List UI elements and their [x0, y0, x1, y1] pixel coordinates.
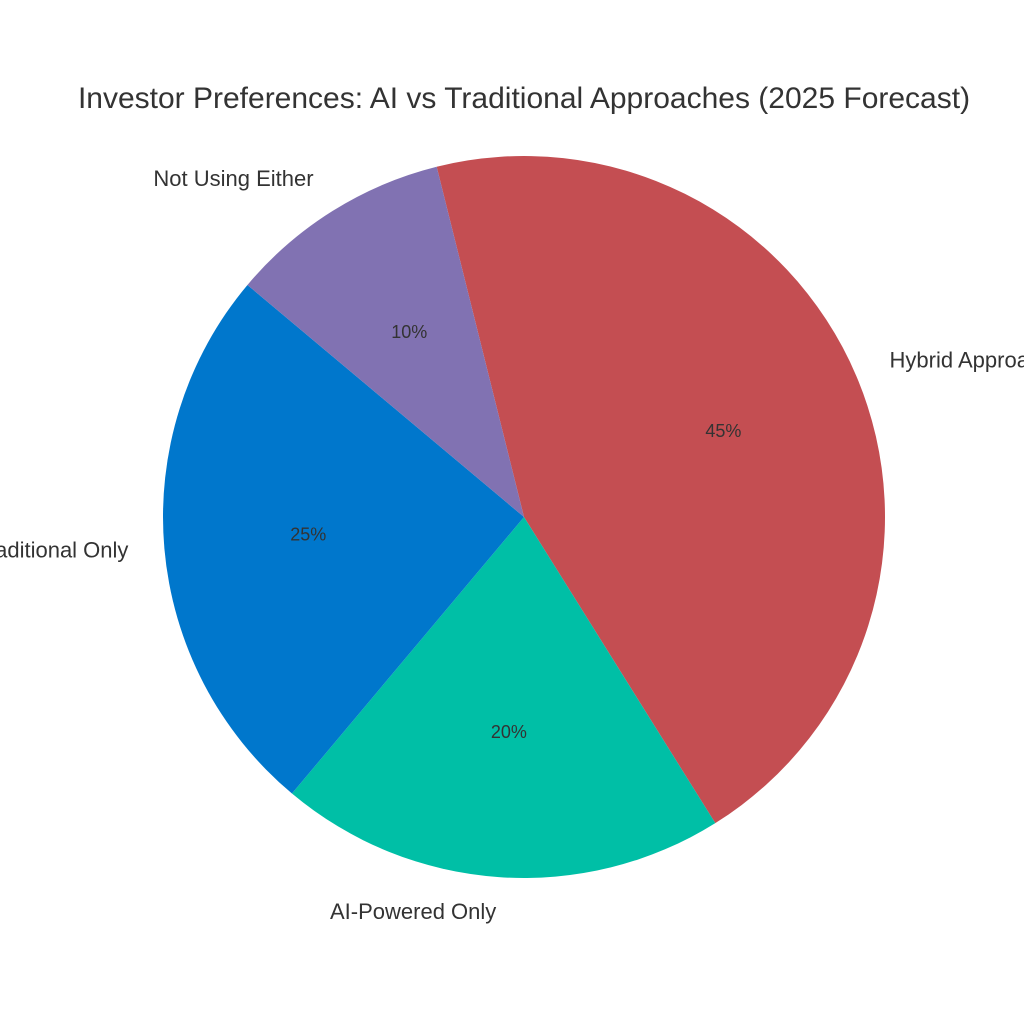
value-label: 25%: [290, 525, 326, 545]
pie-slice: [162, 284, 524, 794]
value-label: 45%: [705, 421, 741, 441]
slice-label: Hybrid Approach: [890, 348, 1024, 373]
slice-label: Traditional Only: [0, 537, 128, 562]
slice-label: AI-Powered Only: [330, 899, 496, 924]
pie-slice: [247, 166, 525, 517]
value-label: 20%: [491, 722, 527, 742]
pie-slice: [436, 156, 886, 824]
value-label: 10%: [391, 322, 427, 342]
chart-title: Investor Preferences: AI vs Traditional …: [78, 82, 970, 115]
pie-slice: [291, 517, 716, 878]
slice-label: Not Using Either: [153, 166, 313, 191]
